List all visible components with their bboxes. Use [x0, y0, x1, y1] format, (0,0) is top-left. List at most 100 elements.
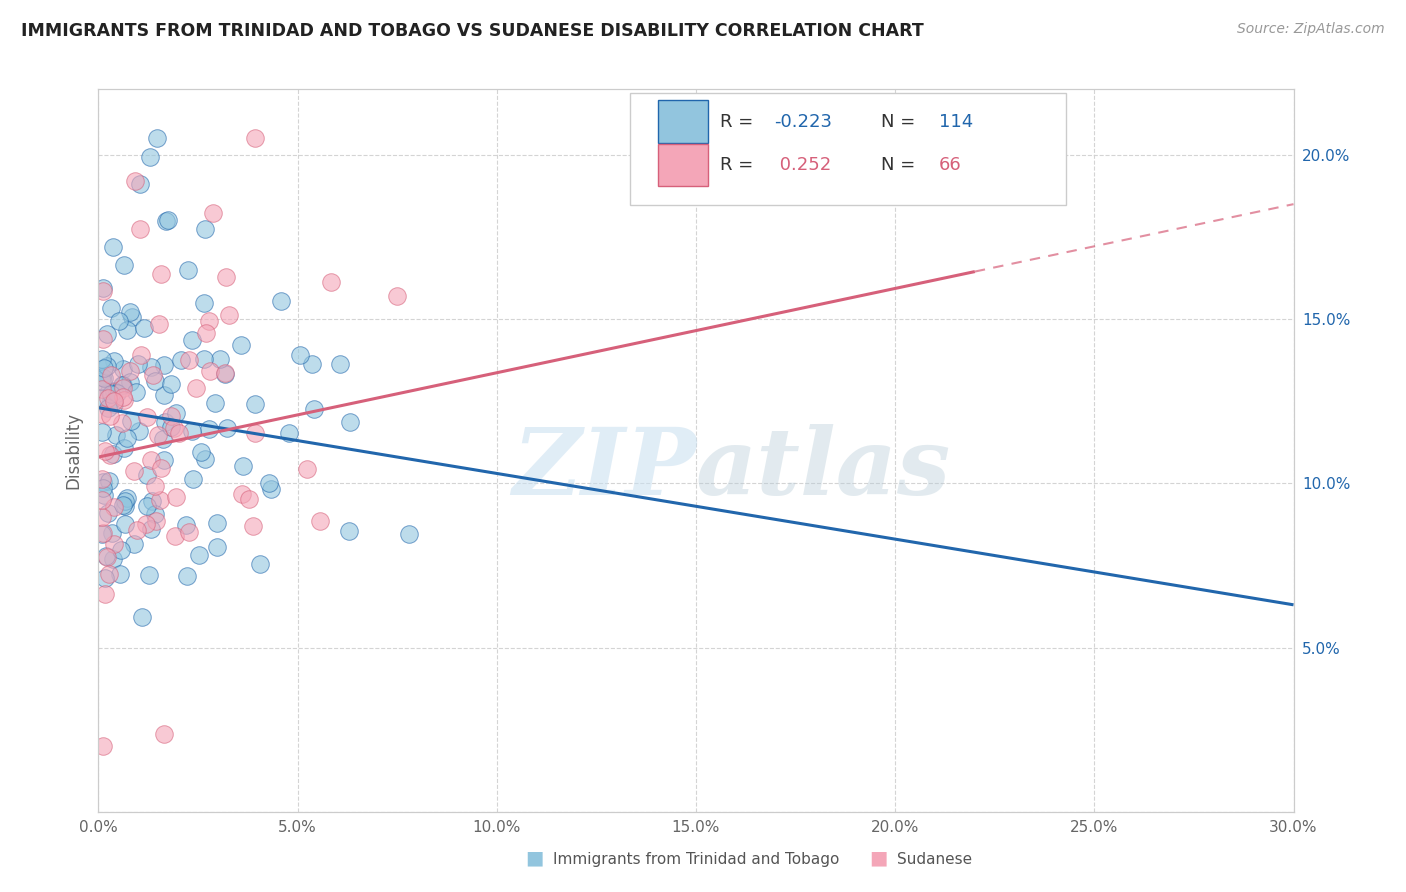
Point	[163, 420, 186, 434]
Point	[136, 468, 159, 483]
Point	[104, 428, 127, 442]
Point	[160, 420, 183, 434]
Point	[122, 536, 145, 550]
Point	[143, 479, 166, 493]
Point	[101, 240, 124, 254]
FancyBboxPatch shape	[658, 101, 709, 143]
Point	[91, 425, 114, 439]
Point	[120, 375, 142, 389]
Point	[141, 494, 163, 508]
Point	[108, 314, 131, 328]
Point	[149, 267, 172, 281]
Point	[245, 425, 267, 440]
Text: N =: N =	[882, 112, 921, 131]
Point	[105, 385, 128, 400]
Point	[190, 445, 212, 459]
Point	[93, 488, 115, 502]
Point	[329, 358, 352, 372]
Point	[127, 524, 149, 538]
Point	[110, 543, 132, 558]
Point	[181, 425, 204, 439]
Point	[143, 507, 166, 521]
Point	[97, 566, 120, 581]
Point	[100, 368, 122, 382]
Point	[165, 406, 187, 420]
Point	[96, 550, 118, 565]
Point	[91, 493, 114, 508]
Text: Source: ZipAtlas.com: Source: ZipAtlas.com	[1237, 22, 1385, 37]
Point	[91, 391, 114, 405]
Point	[115, 323, 138, 337]
Point	[100, 386, 122, 401]
Point	[270, 293, 292, 308]
Point	[114, 494, 136, 508]
Point	[91, 281, 114, 295]
Point	[114, 499, 136, 513]
Point	[100, 301, 122, 315]
Text: atlas: atlas	[696, 424, 952, 514]
Point	[98, 474, 121, 488]
Point	[96, 359, 118, 373]
Point	[153, 358, 176, 372]
Point	[101, 447, 124, 461]
Point	[112, 392, 135, 407]
Point	[91, 351, 114, 366]
Point	[155, 213, 177, 227]
Point	[385, 289, 408, 303]
Point	[93, 739, 115, 753]
Point	[91, 374, 114, 388]
Point	[238, 492, 260, 507]
Point	[214, 367, 236, 381]
Point	[112, 377, 135, 392]
Y-axis label: Disability: Disability	[65, 412, 83, 489]
Point	[101, 552, 124, 566]
Point	[205, 516, 228, 530]
Point	[128, 222, 150, 236]
Point	[232, 458, 254, 473]
Point	[120, 305, 142, 319]
Point	[188, 549, 211, 563]
Point	[125, 384, 148, 399]
Point	[91, 369, 114, 384]
Point	[111, 417, 134, 431]
Point	[120, 364, 142, 378]
Point	[198, 364, 221, 378]
Point	[205, 541, 228, 555]
Point	[103, 393, 125, 408]
Point	[197, 422, 219, 436]
Point	[136, 499, 159, 513]
Point	[114, 258, 136, 272]
Text: IMMIGRANTS FROM TRINIDAD AND TOBAGO VS SUDANESE DISABILITY CORRELATION CHART: IMMIGRANTS FROM TRINIDAD AND TOBAGO VS S…	[21, 22, 924, 40]
Point	[146, 131, 169, 145]
Point	[139, 150, 162, 164]
Text: Sudanese: Sudanese	[897, 852, 972, 867]
Point	[91, 407, 114, 421]
Point	[96, 401, 118, 415]
Point	[339, 415, 361, 429]
Point	[143, 374, 166, 388]
Point	[103, 397, 125, 411]
Point	[139, 359, 162, 374]
Point	[201, 206, 224, 220]
Text: Immigrants from Trinidad and Tobago: Immigrants from Trinidad and Tobago	[553, 852, 839, 867]
Point	[127, 357, 149, 371]
Text: 0.252: 0.252	[773, 156, 831, 174]
Text: ■: ■	[524, 848, 544, 867]
Point	[91, 475, 114, 490]
Point	[136, 410, 159, 425]
Point	[139, 453, 162, 467]
Point	[115, 491, 138, 505]
Point	[93, 361, 115, 376]
Point	[319, 275, 342, 289]
Point	[193, 222, 215, 236]
Point	[121, 310, 143, 325]
Point	[193, 296, 215, 310]
Point	[243, 397, 266, 411]
Point	[194, 452, 217, 467]
Point	[93, 587, 115, 601]
Point	[111, 378, 134, 392]
Point	[181, 334, 204, 348]
Point	[181, 472, 204, 486]
Point	[153, 453, 176, 467]
Point	[308, 514, 330, 528]
